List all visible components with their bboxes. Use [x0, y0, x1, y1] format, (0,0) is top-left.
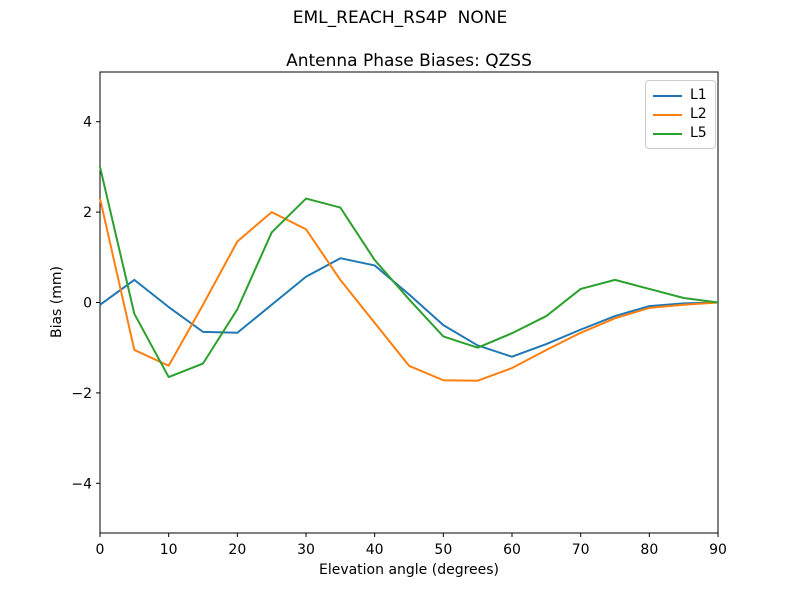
legend-swatch-L1 — [653, 94, 682, 97]
x-tick-label: 0 — [96, 542, 105, 558]
legend-entry-L2: L2 — [653, 105, 708, 124]
y-tick-label: 0 — [83, 296, 92, 312]
legend-entry-L5: L5 — [653, 124, 708, 143]
x-tick-label: 10 — [160, 542, 178, 558]
x-tick-label: 40 — [366, 542, 384, 558]
series-line-L5 — [99, 166, 719, 379]
legend-swatch-L5 — [653, 132, 682, 135]
x-tick-label: 80 — [640, 542, 658, 558]
x-tick-label: 20 — [228, 542, 246, 558]
x-axis-label: Elevation angle (degrees) — [318, 562, 500, 578]
axes-frame — [99, 71, 719, 534]
y-axis-label: Bias (mm) — [49, 265, 65, 339]
axes-title: Antenna Phase Biases: QZSS — [286, 51, 532, 71]
legend: L1 L2 L5 — [645, 80, 716, 149]
y-tick-label: 4 — [83, 115, 92, 131]
legend-label-L5: L5 — [690, 125, 707, 141]
y-tick-label: −2 — [71, 386, 92, 402]
series-line-L1 — [99, 257, 719, 358]
y-tick-label: 2 — [83, 205, 92, 221]
x-tick-label: 70 — [572, 542, 590, 558]
y-tick-label: −4 — [71, 476, 92, 492]
x-tick-label: 30 — [297, 542, 315, 558]
x-tick-label: 60 — [503, 542, 521, 558]
x-tick-label: 90 — [709, 542, 727, 558]
legend-label-L2: L2 — [690, 106, 707, 122]
legend-entry-L1: L1 — [653, 86, 708, 105]
legend-swatch-L2 — [653, 113, 682, 116]
legend-label-L1: L1 — [690, 87, 707, 103]
series-line-L2 — [99, 198, 719, 382]
x-tick-label: 50 — [434, 542, 452, 558]
figure-title: EML_REACH_RS4P NONE — [292, 8, 508, 28]
